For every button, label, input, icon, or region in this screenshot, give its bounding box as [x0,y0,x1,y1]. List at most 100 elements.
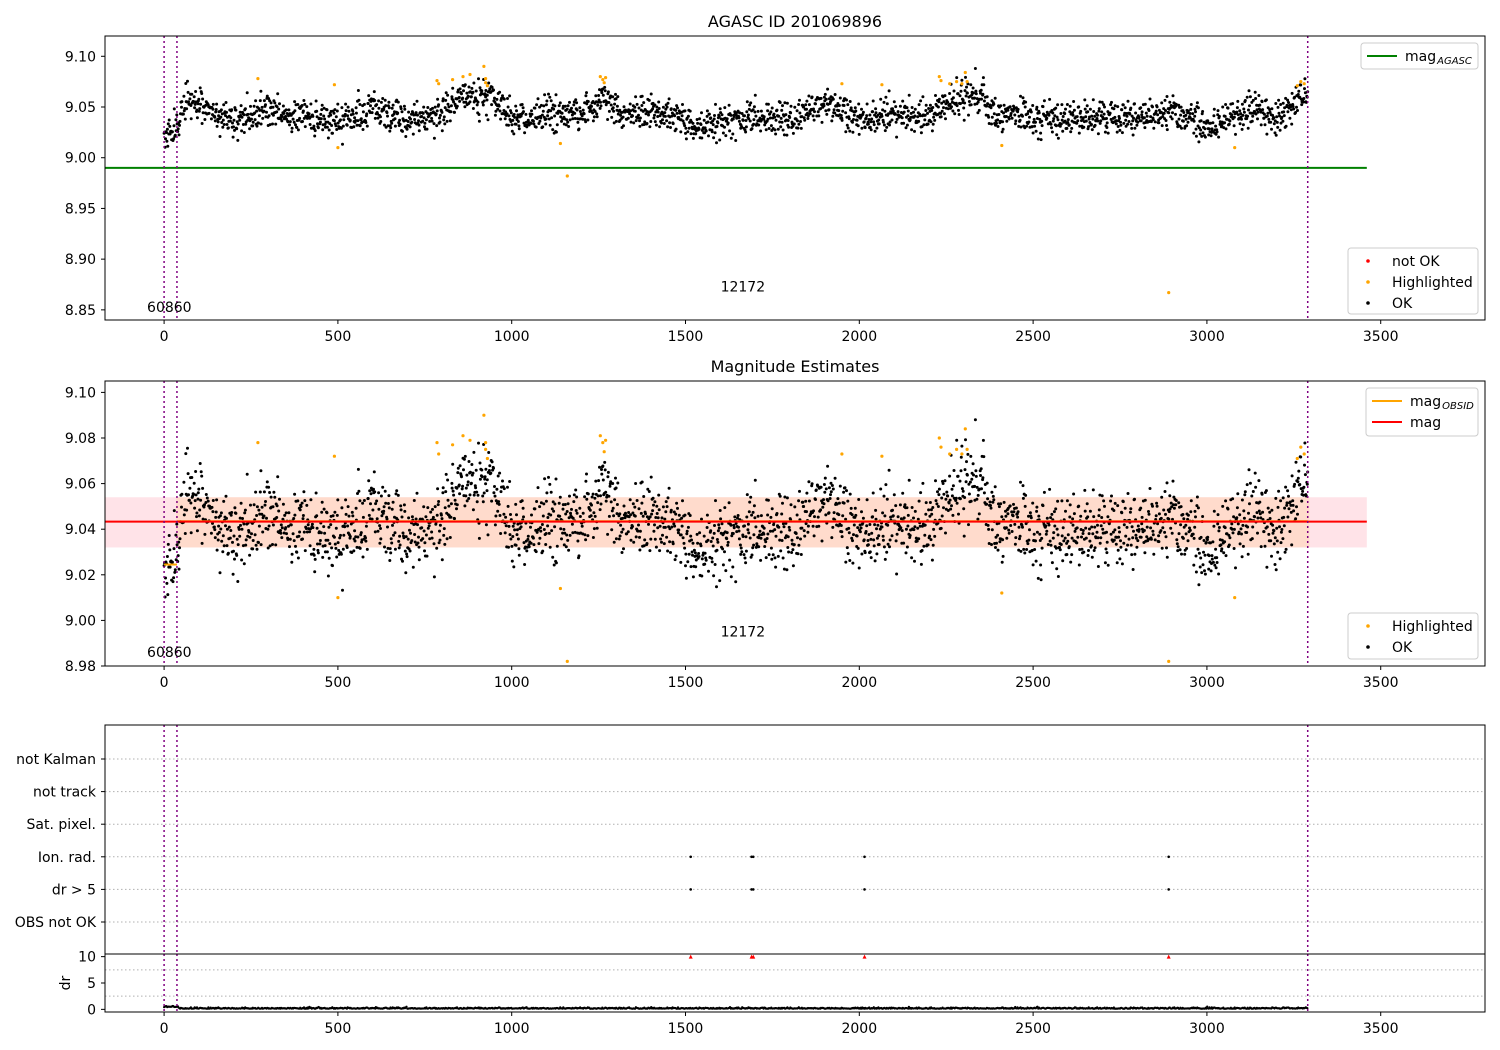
ok-point [1018,534,1022,538]
ok-point [778,494,782,498]
ok-point [927,107,931,110]
ok-point [1055,527,1059,531]
ok-point [1022,547,1026,551]
ok-point [476,493,480,497]
ok-point [1133,552,1137,556]
ok-point [1140,522,1144,526]
ok-point [591,111,595,115]
ok-point [684,126,688,130]
ok-point [333,510,337,514]
ok-point [275,110,279,114]
ok-point [1296,512,1299,516]
ok-point [1148,487,1152,490]
ok-point [326,538,330,542]
ok-point [1045,516,1049,520]
ok-point [647,113,650,117]
ok-point [781,128,785,132]
ok-point [1140,113,1144,117]
ok-point [218,571,222,575]
ok-point [1090,525,1094,529]
ok-point [726,540,730,544]
ok-point [1169,115,1173,119]
ok-point [168,124,172,128]
ok-point [522,110,525,114]
ok-point [313,570,317,574]
ok-point [164,137,167,141]
ok-point [389,551,393,555]
ok-point [640,501,644,505]
ok-point [498,514,502,517]
ok-point [679,533,683,537]
ok-point [541,514,545,518]
ok-point [913,114,917,118]
ok-point [628,112,632,116]
ok-point [584,538,588,542]
ok-point [478,477,482,481]
ok-point [484,113,488,117]
ok-point [235,127,239,131]
ok-point [766,532,770,536]
ok-point [741,535,745,538]
ok-point [838,96,842,100]
ok-point [1265,114,1269,118]
ok-point [1060,118,1064,122]
ok-point [1194,127,1198,131]
ok-point [526,537,530,541]
ok-point [1030,125,1034,129]
ok-point [831,487,835,491]
ok-point [1113,528,1117,532]
ok-point [1145,525,1149,529]
ok-point [448,119,452,123]
ok-point [524,112,528,116]
ok-point [846,103,850,107]
ok-point [782,525,786,529]
ok-point [870,531,874,535]
ok-point [293,513,297,517]
ok-point [510,129,514,133]
ok-point [522,515,525,519]
ok-point [1214,566,1218,570]
ok-point [423,549,426,553]
ok-point [557,501,561,505]
ok-point [214,510,218,514]
ok-point [1027,514,1030,518]
ok-point [906,513,910,517]
ok-point [715,538,719,541]
ok-point [1276,125,1280,129]
ok-point [1083,488,1087,492]
ok-point [572,103,576,107]
ok-point [680,114,684,118]
ok-point [231,121,234,125]
ok-point [753,516,757,520]
ok-point [584,479,588,483]
highlighted-point [602,450,606,454]
ok-point [1124,534,1128,538]
ok-point [542,104,546,108]
ok-point [967,523,970,527]
ok-point [545,99,549,103]
ok-point [565,533,569,537]
ok-point [754,114,758,118]
ok-point [827,486,831,490]
ok-point [837,109,841,113]
ok-point [831,97,835,101]
ok-point [441,99,445,103]
ok-point [634,119,638,123]
ok-point [1091,532,1095,536]
ok-point [1077,504,1081,508]
ok-point [487,81,491,85]
ok-point [929,120,933,124]
ok-point [538,119,542,123]
ok-point [805,491,809,495]
highlighted-point [598,75,602,79]
ok-point [424,515,428,519]
ok-point [1029,110,1033,114]
ok-point [853,106,857,110]
ok-point [271,505,275,509]
ok-point [287,511,291,515]
ok-point [1109,532,1113,536]
ok-point [549,513,553,517]
ok-point [1130,553,1134,557]
x-tick-label: 3500 [1363,329,1399,345]
ok-point [992,102,996,106]
